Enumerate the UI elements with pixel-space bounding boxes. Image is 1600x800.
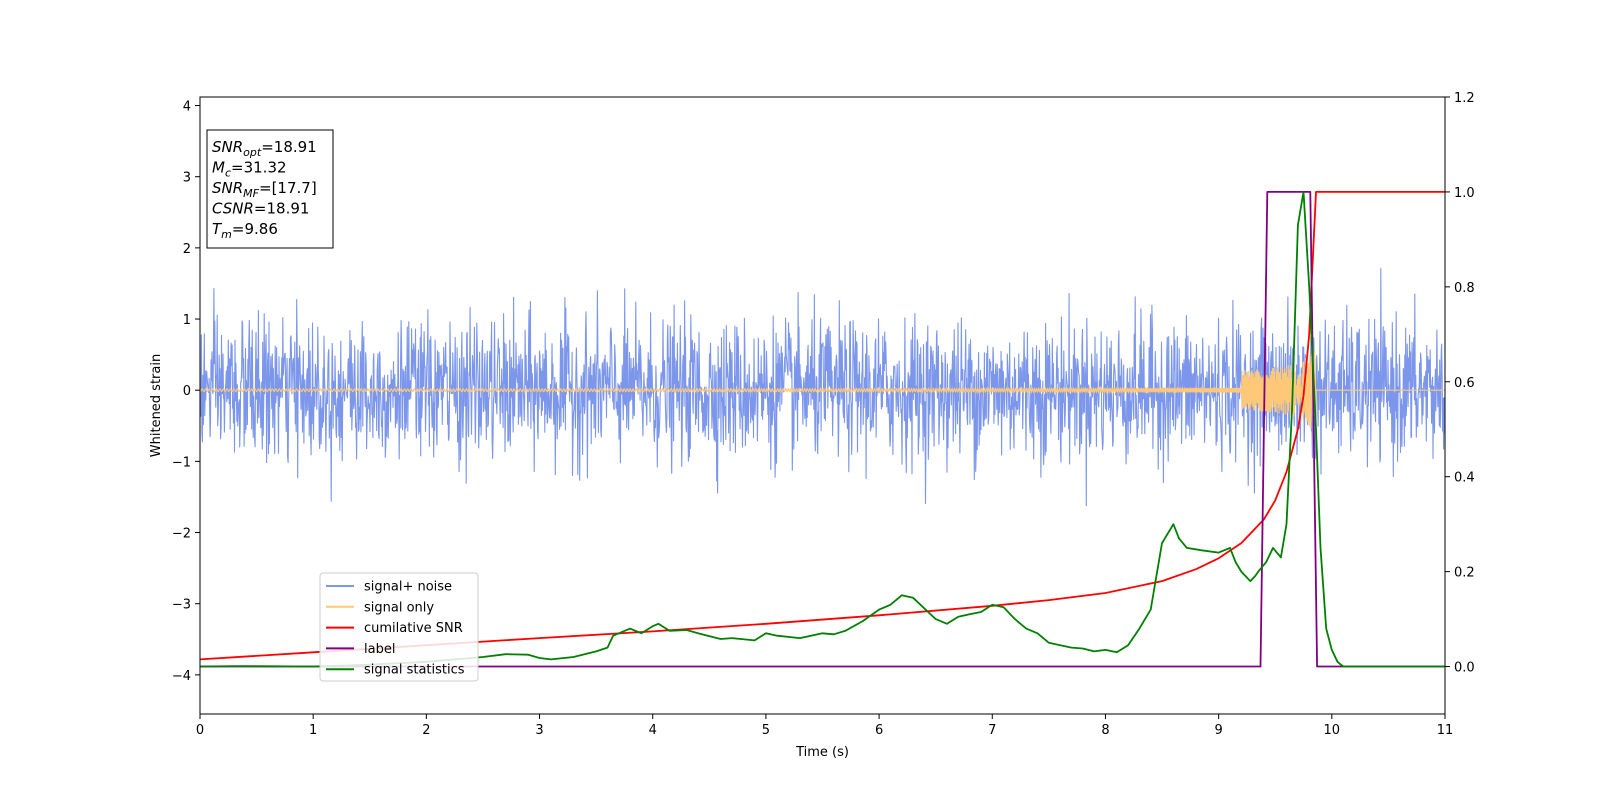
y-left-tick-label: −3 (172, 598, 191, 613)
info-line: SNRMF=[17.7] (212, 179, 317, 200)
legend-label: signal only (364, 600, 434, 615)
legend-label: signal statistics (364, 663, 465, 678)
info-subscript: MF (243, 187, 259, 200)
y-left-tick-label: −2 (172, 527, 191, 542)
legend-entry: label (326, 642, 395, 657)
legend-frame (319, 572, 479, 682)
series-signal-noise (199, 267, 1446, 507)
y-left-tick-label: −4 (172, 669, 191, 684)
signal-noise-line (199, 267, 1446, 507)
x-tick-label: 8 (1101, 723, 1109, 738)
legend-label: signal+ noise (364, 580, 452, 595)
series-signal-statistics (199, 190, 1445, 668)
y-right-axis-ticks: 1.2 1.0 0.8 0.6 0.4 0.2 0.0 (1445, 91, 1475, 676)
info-line: SNRopt=18.91 (212, 138, 317, 159)
info-symbol: M (212, 159, 225, 177)
x-tick-label: 9 (1214, 723, 1222, 738)
series-signal-only (199, 350, 1445, 429)
info-symbol: SNR (212, 138, 243, 156)
y-right-tick-label: 1.0 (1454, 186, 1475, 201)
series-label (200, 190, 1445, 668)
legend: signal+ noise signal only cumilative SNR la… (319, 572, 479, 682)
info-line: CSNR=18.91 (212, 200, 309, 218)
y-left-tick-label: −1 (172, 455, 191, 470)
info-value: =18.91 (254, 200, 310, 218)
y-right-tick-label: 0.4 (1454, 471, 1475, 486)
x-tick-label: 4 (649, 723, 657, 738)
info-symbol: CSNR (212, 200, 254, 218)
y-right-tick-label: 0.8 (1454, 281, 1475, 296)
info-value: =[17.7] (259, 179, 317, 197)
x-tick-label: 3 (535, 723, 543, 738)
x-tick-label: 1 (309, 723, 317, 738)
signal-only-line (199, 350, 1445, 429)
x-tick-label: 6 (875, 723, 883, 738)
info-value: =9.86 (232, 220, 278, 238)
y-left-tick-label: 4 (183, 100, 191, 115)
series-line (200, 190, 1445, 668)
info-value: =31.32 (231, 159, 287, 177)
series-cumilative-snr (199, 190, 1445, 661)
info-value: =18.91 (261, 138, 317, 156)
series-line (199, 190, 1445, 661)
info-line: Tm=9.86 (212, 220, 278, 241)
y-left-tick-label: 2 (183, 242, 191, 257)
x-tick-label: 2 (422, 723, 430, 738)
info-line: Mc=31.32 (212, 159, 287, 180)
y-right-tick-label: 1.2 (1454, 91, 1475, 106)
y-right-tick-label: 0.2 (1454, 566, 1475, 581)
info-subscript: opt (243, 146, 262, 159)
y-left-tick-label: 1 (183, 313, 191, 328)
y-left-axis-label: Whitened strain (149, 354, 164, 457)
y-left-axis-ticks: 4 3 2 1 0 −1 −2 −3 −4 (172, 100, 200, 684)
x-tick-label: 0 (196, 723, 204, 738)
x-tick-label: 10 (1324, 723, 1341, 738)
y-right-tick-label: 0.0 (1454, 661, 1475, 676)
y-left-tick-label: 0 (183, 384, 191, 399)
legend-entry: signal+ noise (326, 580, 452, 595)
legend-label: label (364, 642, 395, 657)
info-subscript: m (221, 228, 232, 241)
axes-frame (199, 96, 1446, 715)
plot-series (199, 190, 1446, 668)
series-line (199, 190, 1445, 668)
x-axis-ticks: 0 1 2 3 4 5 6 7 8 9 10 11 (196, 714, 1453, 738)
info-subscript: c (225, 167, 231, 180)
info-symbol: SNR (212, 179, 243, 197)
x-tick-label: 5 (762, 723, 770, 738)
legend-label: cumilative SNR (364, 621, 463, 636)
y-left-tick-label: 3 (183, 171, 191, 186)
legend-entry: signal statistics (326, 663, 465, 678)
info-symbol: T (212, 220, 223, 238)
legend-entry: cumilative SNR (326, 621, 463, 636)
info-box: SNRopt=18.91Mc=31.32SNRMF=[17.7]CSNR=18.… (206, 129, 334, 249)
x-axis-label: Time (s) (795, 745, 849, 760)
info-box-frame (206, 129, 334, 249)
x-tick-label: 7 (988, 723, 996, 738)
y-right-tick-label: 0.6 (1454, 376, 1475, 391)
legend-entry: signal only (326, 600, 434, 615)
x-tick-label: 11 (1437, 723, 1454, 738)
